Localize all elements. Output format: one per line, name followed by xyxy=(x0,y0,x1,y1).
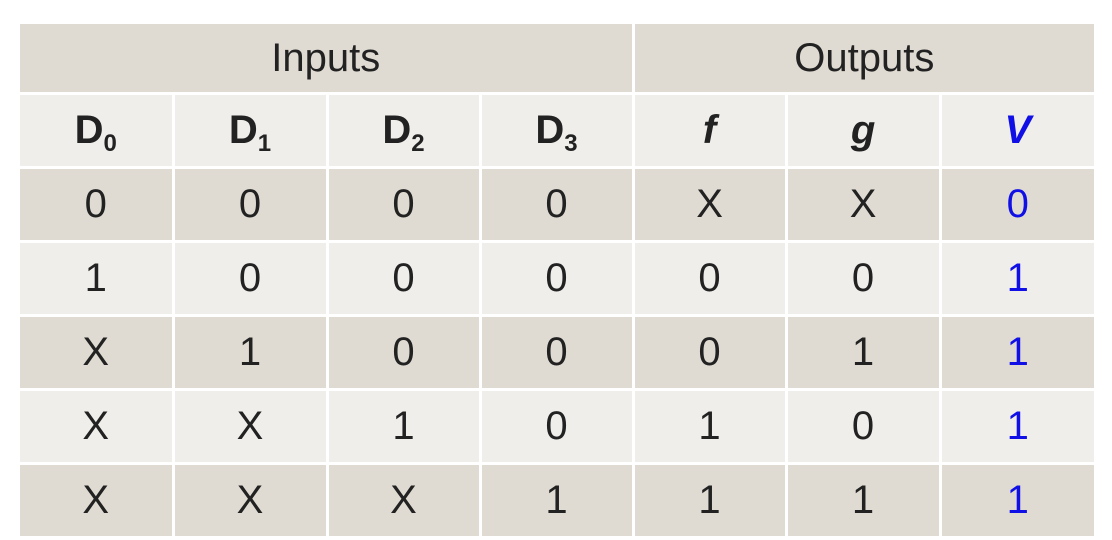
table-cell: 1 xyxy=(631,388,788,465)
table-cell: 0 xyxy=(171,166,329,243)
table-cell: X xyxy=(171,462,329,536)
table-cell: 0 xyxy=(325,240,482,317)
table-cell: 1 xyxy=(938,462,1095,536)
table-cell: X xyxy=(784,166,942,243)
table-cell: X xyxy=(631,166,788,243)
table-cell: 0 xyxy=(171,240,329,317)
table-cell: 1 xyxy=(938,240,1095,317)
header-d0: D0 xyxy=(20,92,175,169)
table-cell: 1 xyxy=(631,462,788,536)
table-cell: 0 xyxy=(478,166,635,243)
header-f: f xyxy=(631,92,788,169)
table-cell: X xyxy=(20,462,175,536)
table-cell: 0 xyxy=(478,388,635,465)
table-cell: X xyxy=(20,388,175,465)
table-cell: 1 xyxy=(784,462,942,536)
table-cell: 0 xyxy=(938,166,1095,243)
table-cell: 0 xyxy=(631,240,788,317)
table-cell: 0 xyxy=(325,166,482,243)
table-cell: X xyxy=(325,462,482,536)
table-cell: 1 xyxy=(171,314,329,391)
column-header-row: D0 D1 D2 D3 f g V xyxy=(20,92,1095,169)
table-cell: 0 xyxy=(784,240,942,317)
header-v: V xyxy=(938,92,1095,169)
table-cell: 1 xyxy=(938,388,1095,465)
table-cell: 0 xyxy=(478,240,635,317)
table-cell: 1 xyxy=(784,314,942,391)
table-cell: 1 xyxy=(325,388,482,465)
table-cell: 0 xyxy=(631,314,788,391)
table-cell: X xyxy=(171,388,329,465)
table-cell: 0 xyxy=(325,314,482,391)
inputs-group-header: Inputs xyxy=(20,24,635,95)
group-header-row: Inputs Outputs xyxy=(20,24,1095,95)
table-cell: 1 xyxy=(938,314,1095,391)
header-d2: D2 xyxy=(325,92,482,169)
header-g: g xyxy=(784,92,942,169)
outputs-group-header: Outputs xyxy=(631,24,1095,95)
table-cell: 0 xyxy=(478,314,635,391)
table-cell: X xyxy=(20,314,175,391)
table-cell: 0 xyxy=(20,166,175,243)
table-cell: 0 xyxy=(784,388,942,465)
table-cell: 1 xyxy=(478,462,635,536)
header-d3: D3 xyxy=(478,92,635,169)
header-d1: D1 xyxy=(171,92,329,169)
table-cell: 1 xyxy=(20,240,175,317)
